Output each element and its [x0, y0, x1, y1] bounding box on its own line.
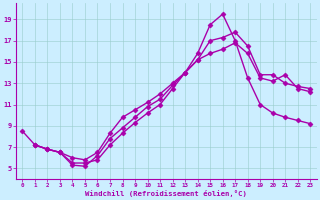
X-axis label: Windchill (Refroidissement éolien,°C): Windchill (Refroidissement éolien,°C) [85, 190, 247, 197]
